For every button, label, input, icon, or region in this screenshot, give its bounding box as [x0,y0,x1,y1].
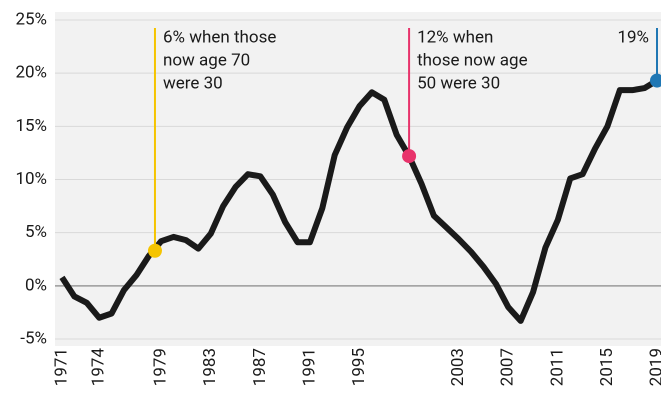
annotation-text: those now age [417,50,528,70]
data-line [59,78,659,324]
x-tick-label: 2011 [547,348,567,386]
x-tick-label: 1979 [151,348,171,386]
x-tick-label: 1971 [51,348,71,386]
annotation-text: were 30 [163,73,223,93]
annotation-text: now age 70 [163,50,250,70]
annotation-text: 6% when those [163,27,276,47]
x-tick-label: 2015 [597,348,617,386]
y-tick-label: 10% [15,169,47,189]
annotation-point [402,149,417,164]
y-tick-label: 15% [15,116,47,136]
x-tick-label: 1983 [200,348,220,386]
x-tick-label: 2007 [498,348,518,386]
y-tick-label: 0% [25,275,47,295]
y-tick-label: 20% [15,63,47,83]
x-tick-label: 1995 [349,348,369,386]
x-tick-label: 1987 [250,348,270,386]
annotation-text: 12% when [417,27,493,47]
annotation-text: 50 were 30 [417,73,500,93]
y-tick-label: 25% [15,9,47,29]
x-tick-label: 1991 [299,348,319,386]
y-tick-label: -5% [20,328,47,348]
x-tick-label: 1974 [89,348,109,387]
x-tick-label: 2019 [646,348,661,386]
x-tick-label: 2003 [448,348,468,386]
y-tick-label: 5% [25,222,47,242]
annotation-text: 19% [617,27,649,47]
annotation-point [147,243,162,258]
annotation-point [650,73,661,88]
